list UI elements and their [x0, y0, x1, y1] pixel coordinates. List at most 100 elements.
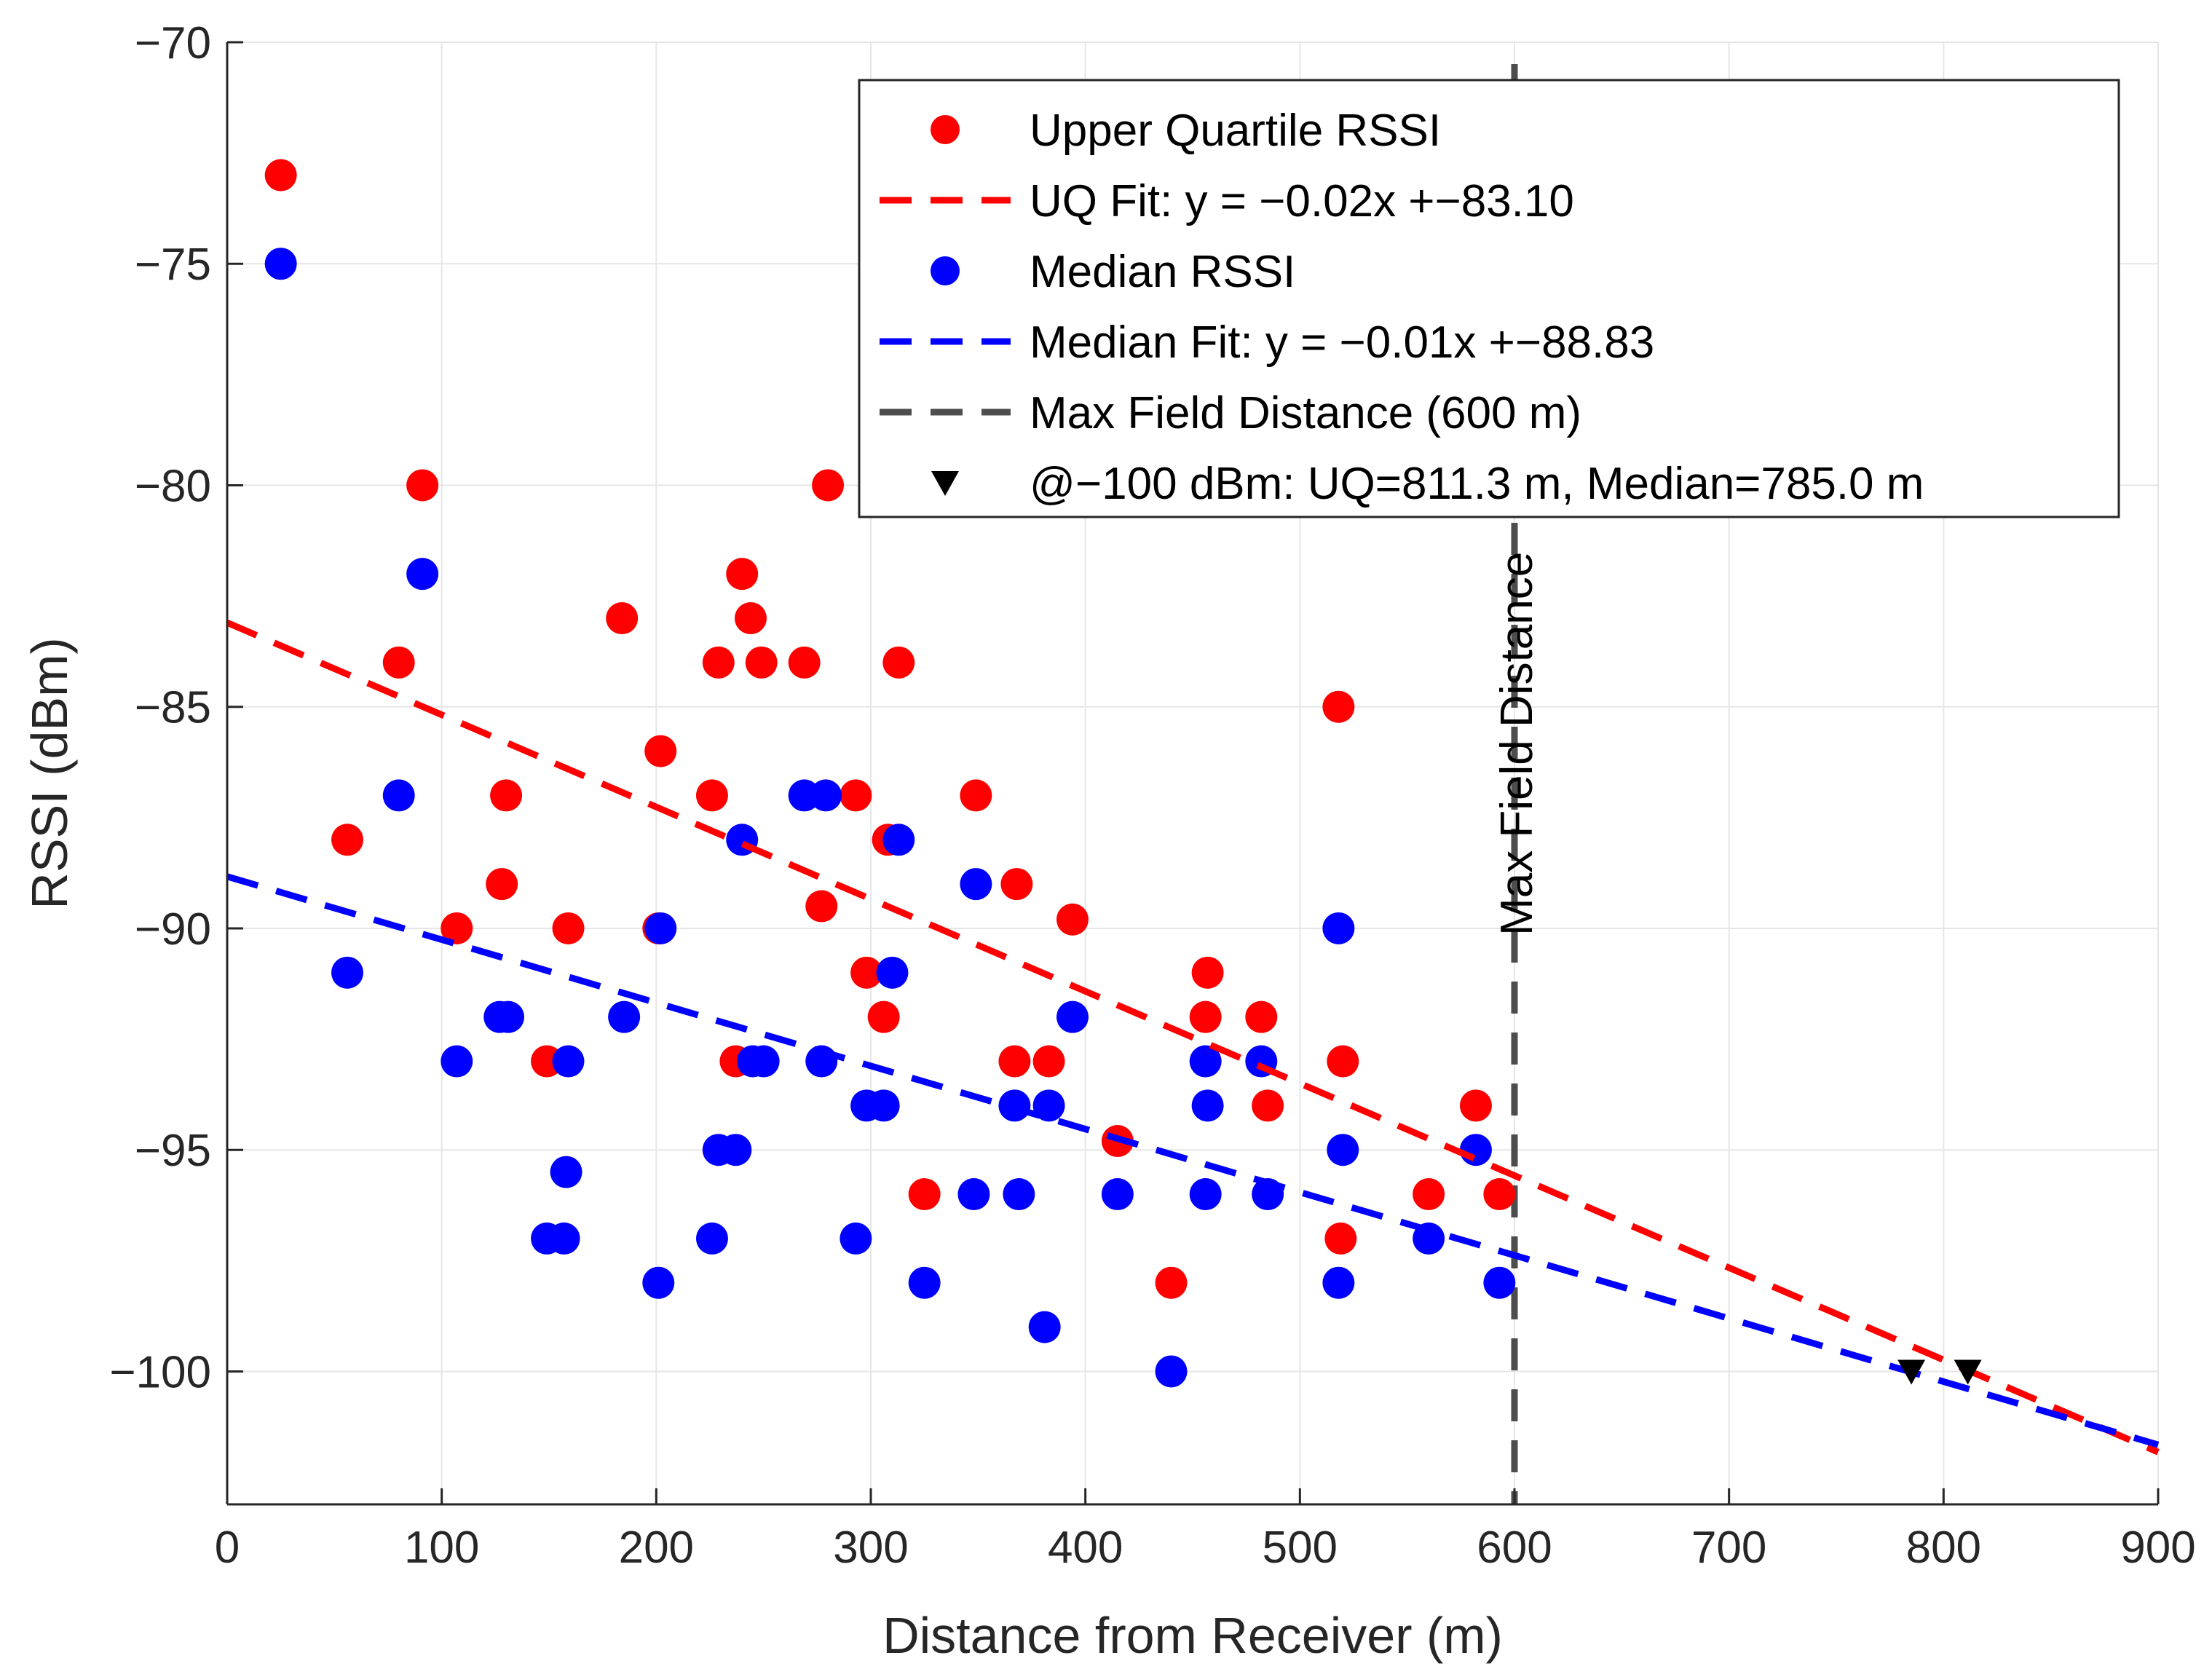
uq-point: [702, 646, 735, 679]
median-point: [960, 868, 992, 901]
uq-point: [382, 646, 415, 679]
uq-point: [805, 890, 838, 923]
median-point: [1459, 1134, 1492, 1166]
x-tick-label: 900: [2120, 1523, 2195, 1573]
x-tick-label: 500: [1263, 1523, 1338, 1573]
x-axis-label: Distance from Receiver (m): [882, 1607, 1503, 1664]
median-point: [644, 912, 677, 944]
median-point: [552, 1045, 585, 1078]
median-point: [747, 1045, 780, 1078]
legend-label: Upper Quartile RSSI: [1030, 106, 1441, 156]
y-tick-label: −100: [109, 1347, 211, 1397]
legend-label: Median Fit: y = −0.01x +−88.83: [1030, 317, 1654, 368]
uq-point: [908, 1178, 941, 1211]
legend-box: [858, 79, 2120, 518]
uq-point: [840, 779, 872, 812]
uq-point: [490, 779, 523, 812]
legend-label: UQ Fit: y = −0.02x +−83.10: [1030, 176, 1574, 226]
median-point: [548, 1222, 580, 1255]
uq-point: [486, 868, 518, 901]
x-tick-label: 0: [215, 1523, 240, 1573]
median-point: [1322, 1266, 1355, 1299]
median-point: [695, 1222, 728, 1255]
uq-point: [1327, 1045, 1359, 1078]
distance-marker: [1897, 1359, 1926, 1385]
median-point: [1189, 1045, 1222, 1078]
uq-point: [734, 602, 767, 635]
x-tick-label: 400: [1048, 1523, 1123, 1573]
uq-point: [882, 646, 915, 679]
median-point: [882, 824, 915, 856]
uq-point: [1155, 1266, 1188, 1299]
uq-point: [406, 469, 439, 502]
median-point: [1028, 1311, 1061, 1343]
axes: 0 100 200 300 400 500 600 700 800 900 −70 −75 −80 −85…: [109, 18, 2195, 1573]
uq-point: [1189, 1000, 1222, 1033]
median-point: [810, 779, 842, 812]
uq-point: [745, 646, 778, 679]
uq-point: [695, 779, 728, 812]
median-point: [957, 1178, 990, 1211]
median-point: [406, 558, 439, 591]
median-point: [382, 779, 415, 812]
uq-point: [850, 956, 883, 989]
median-point: [264, 248, 297, 280]
legend: Upper Quartile RSSI UQ Fit: y = −0.02x +−…: [858, 79, 2120, 518]
median-point: [1032, 1089, 1065, 1122]
legend-symbol-dot: [931, 256, 960, 285]
uq-point: [606, 602, 639, 635]
legend-label: @−100 dBm: UQ=811.3 m, Median=785.0 m: [1030, 459, 1924, 509]
median-point: [876, 956, 909, 989]
uq-point: [1413, 1178, 1445, 1211]
median-point: [719, 1134, 752, 1166]
median-point: [867, 1089, 900, 1122]
distance-marker: [1954, 1359, 1982, 1385]
uq-point: [867, 1000, 900, 1033]
legend-label: Max Field Distance (600 m): [1030, 388, 1581, 438]
x-tick-label: 700: [1691, 1523, 1766, 1573]
y-tick-label: −95: [135, 1126, 211, 1176]
x-tick-label: 200: [619, 1523, 694, 1573]
series-layer: [226, 64, 2160, 1504]
uq-fit-line: [226, 619, 2160, 1456]
x-tick-label: 100: [404, 1523, 479, 1573]
legend-label: Median RSSI: [1030, 247, 1295, 297]
uq-point: [998, 1045, 1031, 1078]
median-point: [608, 1000, 641, 1033]
median-point: [441, 1045, 473, 1078]
y-tick-label: −85: [135, 683, 211, 733]
median-point: [1327, 1134, 1359, 1166]
x-tick-label: 800: [1906, 1523, 1981, 1573]
y-axis-label: RSSI (dBm): [21, 637, 78, 909]
uq-point: [1252, 1089, 1284, 1122]
median-point: [840, 1222, 872, 1255]
median-fit-line: [226, 873, 2160, 1448]
x-tick-label: 300: [833, 1523, 908, 1573]
median-point: [642, 1266, 675, 1299]
uq-point: [1056, 903, 1089, 936]
uq-point: [331, 824, 364, 856]
uq-point: [960, 779, 992, 812]
uq-point: [726, 558, 759, 591]
median-point: [1003, 1178, 1035, 1211]
y-tick-label: −70: [135, 18, 211, 68]
uq-point: [552, 912, 585, 944]
median-point: [1101, 1178, 1134, 1211]
median-point: [492, 1000, 525, 1033]
median-point: [1056, 1000, 1089, 1033]
uq-point: [1191, 956, 1224, 989]
uq-point: [1459, 1089, 1492, 1122]
uq-point: [1322, 690, 1355, 723]
y-tick-label: −75: [135, 240, 211, 290]
median-point: [1155, 1355, 1188, 1388]
uq-point: [1032, 1045, 1065, 1078]
x-tick-label: 600: [1477, 1523, 1552, 1573]
median-point: [1189, 1178, 1222, 1211]
uq-point: [812, 469, 845, 502]
legend-symbol-triangle: [931, 471, 959, 496]
median-point: [1191, 1089, 1224, 1122]
y-tick-label: −80: [135, 461, 211, 511]
annotations: Max Field Distance: [1492, 552, 1542, 936]
median-point: [908, 1266, 941, 1299]
